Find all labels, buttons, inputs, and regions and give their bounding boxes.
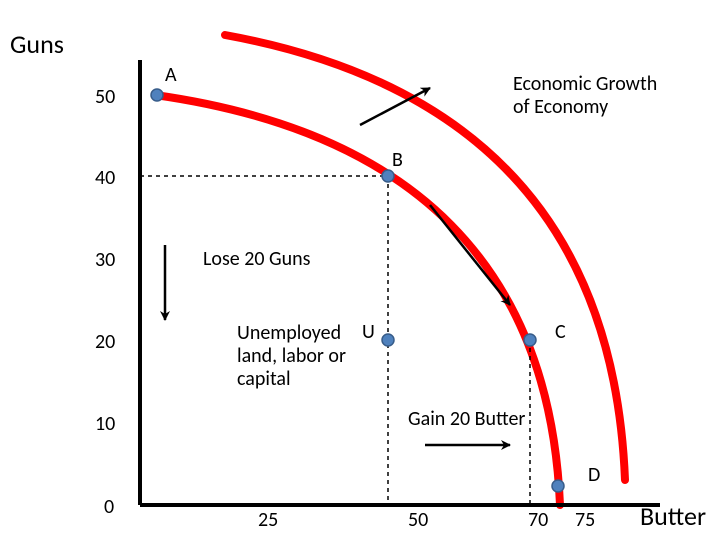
y-tick-10: 10 (95, 412, 115, 436)
y-tick-50: 50 (95, 85, 115, 109)
label-b: B (392, 148, 403, 172)
label-a: A (165, 63, 177, 87)
label-u: U (362, 320, 375, 344)
point-c (524, 334, 536, 346)
x-tick-70: 70 (528, 508, 548, 532)
y-tick-40: 40 (95, 166, 115, 190)
point-a (151, 89, 163, 101)
label-econ-growth: Economic Growth of Economy (513, 73, 657, 119)
point-u (382, 334, 394, 346)
label-lose-guns: Lose 20 Guns (203, 248, 311, 271)
inner-ppf-curve (155, 95, 560, 505)
arrow-b-to-c (430, 205, 510, 305)
label-unemployed: Unemployed land, labor or capital (237, 322, 346, 391)
label-c: C (555, 320, 566, 344)
x-axis-title: Butter (640, 500, 706, 532)
y-tick-30: 30 (95, 248, 115, 272)
y-tick-0: 0 (104, 495, 114, 519)
x-tick-75: 75 (575, 508, 595, 532)
y-tick-20: 20 (95, 330, 115, 354)
x-tick-25: 25 (258, 508, 278, 532)
x-tick-50: 50 (408, 508, 428, 532)
point-d (552, 480, 564, 492)
label-d: D (588, 463, 600, 487)
label-gain-butter: Gain 20 Butter (408, 408, 525, 431)
y-axis-title: Guns (10, 28, 64, 60)
